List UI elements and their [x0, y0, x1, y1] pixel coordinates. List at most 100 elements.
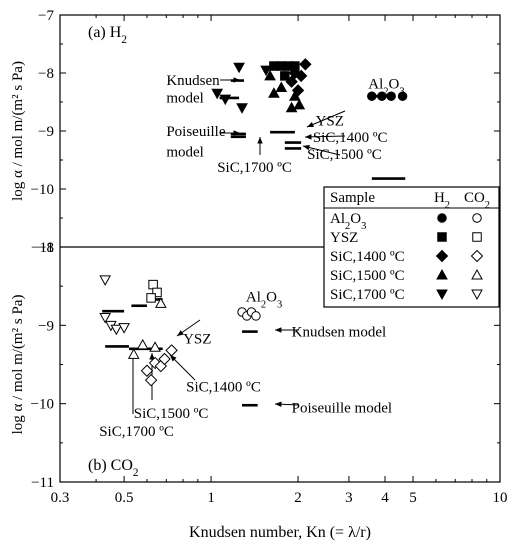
data-point	[275, 81, 288, 92]
data-point	[233, 62, 245, 74]
annotation-arrow	[304, 135, 346, 138]
data-point	[140, 364, 154, 377]
data-point	[289, 90, 301, 101]
annotation: Al2O3	[246, 289, 282, 310]
y-axis-label: log α / mol m/(m² s Pa)	[10, 61, 26, 201]
data-point	[377, 91, 387, 101]
data-point	[251, 311, 261, 321]
annotation: Knudsen	[166, 73, 220, 89]
annotation: SiC,1400 ºC	[186, 379, 261, 395]
data-point	[293, 98, 306, 110]
legend-marker-filled	[436, 289, 448, 301]
annotation: YSZ	[183, 332, 211, 348]
y-tick-label: −8	[38, 66, 54, 82]
y-axis-label: log α / mol m/(m² s Pa)	[10, 295, 26, 435]
data-point	[211, 88, 224, 100]
x-axis-label: Knudsen number, Kn (= λ/r)	[189, 524, 371, 541]
annotation-arrowhead	[233, 130, 240, 136]
data-point	[127, 348, 140, 359]
data-point	[386, 91, 396, 101]
data-point	[285, 75, 298, 88]
y-tick-label: −7	[38, 8, 54, 24]
annotation: SiC,1700 ºC	[99, 424, 174, 440]
data-point	[110, 324, 123, 336]
data-point	[260, 65, 272, 77]
legend-item-label: YSZ	[330, 230, 358, 246]
data-point	[397, 91, 408, 101]
data-point	[144, 373, 158, 387]
x-tick-label: 0.3	[51, 490, 70, 506]
annotation: model	[166, 144, 204, 160]
annotation: Al2O3	[368, 76, 404, 97]
legend-header-h2: H2	[434, 190, 450, 211]
annotation-arrowhead	[303, 144, 310, 151]
data-point	[264, 69, 276, 81]
panel-title: (a) H2	[88, 24, 127, 46]
data-point	[165, 344, 178, 357]
panel-title: (b) CO2	[88, 457, 138, 479]
legend-marker-filled	[437, 232, 447, 242]
y-tick-label: −10	[31, 397, 54, 413]
annotation-arrowhead	[177, 330, 184, 336]
x-tick-label: 10	[493, 490, 508, 506]
annotation: SiC,1400 ºC	[313, 130, 388, 146]
data-point	[152, 287, 162, 298]
data-point	[280, 71, 290, 81]
data-point	[154, 297, 167, 308]
data-point	[99, 275, 112, 286]
legend-marker-open	[471, 289, 483, 301]
annotation-arrowhead	[275, 327, 282, 333]
annotation-arrowhead	[307, 121, 314, 128]
legend-header-co2: CO2	[464, 190, 490, 211]
data-point	[299, 58, 312, 71]
data-point	[148, 279, 158, 290]
legend-item-label: Al2O3	[330, 211, 366, 232]
plot-frame	[59, 14, 501, 483]
annotation: SiC,1700 ºC	[217, 160, 292, 176]
annotation: Knudsen model	[292, 325, 387, 341]
y-tick-label: −9	[38, 318, 54, 334]
data-point	[146, 293, 156, 303]
data-point	[149, 341, 161, 352]
data-point	[158, 352, 171, 366]
data-point	[367, 91, 377, 101]
y-tick-label: −10	[31, 182, 54, 198]
legend-marker-open	[470, 249, 484, 263]
annotation-arrowhead	[170, 355, 177, 362]
annotation: SiC,1500 ºC	[134, 406, 209, 422]
legend-marker-filled	[435, 249, 449, 263]
x-tick-label: 3	[345, 490, 353, 506]
data-point	[118, 323, 130, 334]
annotation-arrowhead	[149, 353, 155, 360]
annotation-arrow	[306, 110, 346, 128]
x-tick-label: 2	[294, 490, 302, 506]
text-layer: 0.3 0.5 1 2 3 4 5 10 Knudsen number, Kn (= λ/r) −…	[10, 8, 508, 541]
data-point	[99, 313, 112, 324]
points-layer	[99, 58, 408, 387]
legend-header-sample: Sample	[330, 190, 375, 206]
data-point	[236, 103, 248, 114]
annotation: SiC,1500 ºC	[307, 147, 382, 163]
annotation: Poiseuille	[166, 124, 226, 140]
annotation: YSZ	[316, 114, 344, 130]
legend-marker-open	[472, 232, 482, 242]
annotation-arrowhead	[257, 137, 263, 144]
x-tick-label: 5	[409, 490, 417, 506]
y-tick-label: −11	[31, 240, 54, 256]
y-tick-label: −9	[38, 124, 54, 140]
data-point	[219, 94, 232, 106]
annotation: Poiseuille model	[292, 401, 392, 417]
legend-marker-filled	[436, 268, 448, 280]
annotation-arrowhead	[233, 77, 240, 83]
x-tick-label: 4	[381, 490, 389, 506]
legend-box	[323, 186, 500, 308]
annotation: model	[166, 90, 204, 106]
legend-marker-filled	[437, 213, 447, 223]
legend-item-label: SiC,1500 ºC	[330, 268, 405, 284]
data-point	[136, 338, 149, 350]
x-tick-label: 0.5	[115, 490, 134, 506]
y-tick-label: −8	[38, 240, 54, 256]
data-point	[285, 101, 298, 113]
legend-marker-open	[472, 213, 482, 223]
